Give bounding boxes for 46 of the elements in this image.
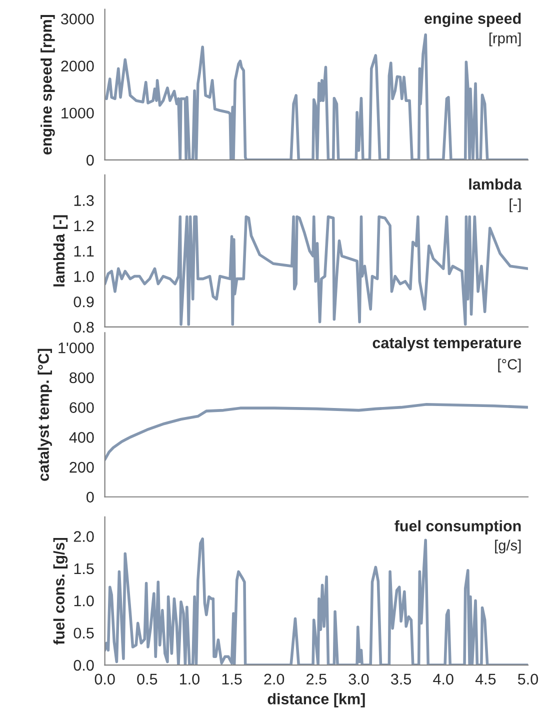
y-tick-label: 1.1	[74, 246, 94, 256]
y-tick-label: 1.5	[74, 563, 94, 574]
y-axis-title: catalyst temp. [°C]	[38, 348, 52, 481]
x-tick-label: 2.0	[264, 674, 284, 685]
y-tick-label: 1000	[62, 108, 94, 119]
y-axis-title: fuel cons. [g/s]	[53, 538, 68, 645]
text: [g/s]	[495, 540, 521, 554]
x-tick-label: 1.0	[180, 674, 200, 685]
y-tick-label: 400	[69, 432, 94, 443]
y-tick-label: 200	[70, 462, 94, 473]
x-tick-label: 1.5	[222, 674, 242, 685]
x-tick-label: 0.5	[137, 674, 158, 685]
x-tick-label: 2.5	[306, 674, 326, 685]
x-tick-label: 4.0	[433, 674, 454, 685]
text: [rpm]	[489, 32, 521, 46]
y-tick-label: 0.9	[74, 296, 94, 308]
y-tick-label: 1.3	[74, 195, 94, 206]
chart-title: engine speed	[424, 12, 521, 28]
y-tick-label: 2.0	[74, 531, 94, 542]
y-tick-label: 800	[70, 372, 94, 384]
text: [-]	[510, 198, 521, 212]
y-tick-label: 600	[70, 402, 94, 414]
x-axis-title: distance [km]	[268, 693, 365, 708]
y-tick-label: 2000	[61, 60, 94, 72]
y-tick-label: 1.2	[74, 220, 94, 232]
y-tick-label: 0.8	[74, 322, 94, 333]
y-tick-label: 0.0	[74, 660, 94, 671]
chart-title: fuel consumption	[394, 520, 521, 534]
x-tick-label: 0.0	[94, 674, 115, 685]
chart-title: catalyst temperature	[372, 337, 522, 352]
text: [°C]	[498, 358, 521, 372]
y-tick-label: 0	[86, 154, 94, 166]
x-tick-label: 3.0	[348, 674, 369, 685]
x-tick-label: 4.5	[475, 674, 496, 685]
chart-title: lambda	[469, 178, 522, 190]
x-tick-label: 5.0	[518, 674, 538, 685]
y-tick-label: 0.5	[74, 628, 94, 639]
x-tick-label: 3.5	[391, 674, 412, 685]
line-series	[104, 402, 528, 461]
y-tick-label: 0	[86, 492, 94, 503]
y-axis-title: engine speed [rpm]	[40, 15, 55, 154]
y-tick-label: 1.0	[74, 596, 94, 606]
y-tick-label: 1'000	[58, 342, 94, 354]
y-tick-label: 3000	[61, 14, 94, 24]
y-tick-label: 1.0	[74, 271, 94, 282]
y-axis-title: lambda [-]	[53, 215, 68, 286]
